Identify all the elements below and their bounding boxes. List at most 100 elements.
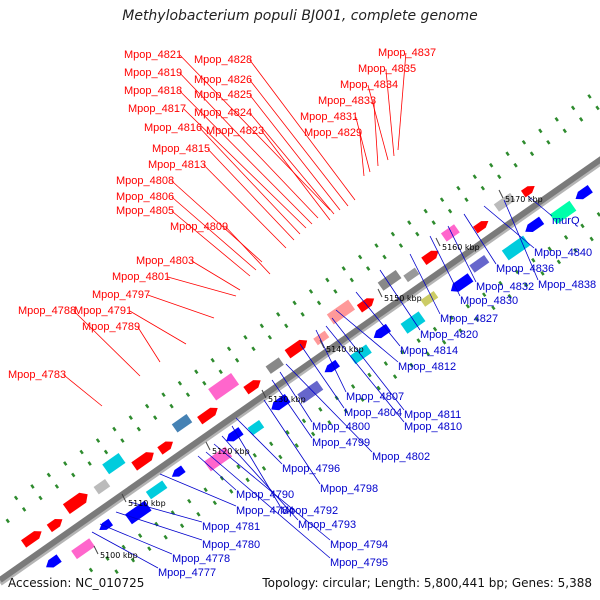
lower-gene-label: Mpop_4810 [404,421,462,433]
lower-gene-label: Mpop_4804 [344,407,402,419]
gene-feature [243,380,261,395]
grid-tick [514,269,520,275]
gene-feature [157,441,174,455]
upper-gene-label: Mpop_4803 [136,255,194,267]
lower-gene-label: Mpop_4790 [236,489,294,501]
gene-feature [171,413,193,433]
kbp-label: 5110 kbp [128,499,166,508]
gene-block [102,453,126,475]
lower-gene-label: Mpop_4832 [476,281,534,293]
gene-feature [575,184,593,200]
grid-tick [88,567,94,573]
upper-leader-line [249,94,341,211]
gene-block [265,357,284,374]
grid-tick [114,569,119,575]
grid-tick [407,220,412,225]
upper-gene-label: Mpop_4791 [74,305,132,317]
upper-gene-label: Mpop_4815 [152,143,210,155]
gene-feature [208,373,240,401]
kbp-tick [498,189,504,199]
upper-gene-label: Mpop_4801 [112,271,170,283]
gene-arrow [226,427,244,442]
gene-feature [373,323,392,339]
lower-gene-label: Mpop_4802 [372,451,430,463]
gene-arrow [46,554,62,568]
grid-tick [472,174,477,180]
kbp-tick [435,237,441,247]
grid-tick [547,246,552,252]
gene-feature [420,290,439,307]
grid-tick [310,431,316,437]
grid-tick [521,139,527,145]
gene-arrow [131,452,154,471]
lower-gene-label: Mpop_4800 [312,421,370,433]
grid-tick [523,282,529,288]
grid-tick [236,464,241,470]
lower-gene-label: Mpop_4811 [404,409,461,421]
upper-leader-line [249,59,356,201]
upper-gene-label: Mpop_4821 [124,49,182,61]
upper-gene-label: Mpop_4834 [340,79,398,91]
lower-leader-line [129,501,203,523]
lower-leader-line [503,199,539,281]
grid-tick [573,248,578,253]
upper-gene-label: Mpop_4805 [116,205,174,217]
kbp-marker-layer: 5100 kbp 5110 kbp 5120 kbp 5130 kbp 5140 kbp… [93,189,543,560]
gene-arrow [284,339,308,359]
grid-tick [546,139,551,145]
grid-tick [458,328,463,334]
accession-text: Accession: NC_010725 [8,576,145,590]
kbp-tick [319,339,325,349]
grid-tick [105,556,110,561]
grid-tick [259,323,265,329]
lower-leader-line [285,363,373,453]
grid-tick [187,498,192,504]
gene-feature [171,465,186,477]
gene-feature [21,531,42,548]
grid-tick [292,300,297,306]
gene-block [377,269,402,291]
lower-leader-line [91,531,159,569]
lower-gene-label: Mpop_4781 [202,521,260,533]
genome-summary-text: Topology: circular; Length: 5,800,441 bp… [262,576,592,590]
lower-leader-line [463,213,497,265]
genome-backbone [0,156,600,586]
gene-feature [520,186,535,198]
gene-block [145,480,168,500]
lower-gene-label: Mpop_4836 [496,263,554,275]
kbp-tick [93,545,99,555]
upper-gene-label: Mpop_4808 [116,175,174,187]
lower-leader-line [271,379,313,439]
gene-arrow [197,407,218,425]
grid-tick [415,231,420,237]
lower-leader-line [335,309,399,363]
lower-leader-line [325,325,405,423]
upper-leader-line [397,52,407,151]
grid-tick [556,259,562,265]
gene-arrow [171,465,186,477]
lower-gene-label: Mpop_4812 [398,361,456,373]
gene-feature [472,220,489,234]
grid-tick [474,316,480,322]
gene-block [71,538,95,560]
grid-tick [325,277,330,283]
grid-tick [540,271,545,276]
kbp-label: 5120 kbp [212,447,250,456]
gene-feature [131,452,154,471]
gene-arrow [421,250,439,265]
lower-leader-line [527,195,553,217]
lower-gene-label: Mpop_4820 [420,329,478,341]
grid-tick [447,208,453,214]
grid-tick [46,472,52,478]
upper-leader-line [373,100,379,167]
lower-gene-label: Mpop_4795 [330,557,388,569]
kbp-tick [261,389,267,399]
kbp-tick [205,441,211,451]
lower-gene-label: Mpop_4827 [440,313,498,325]
grid-tick [578,117,584,122]
gene-feature [271,393,291,411]
lower-leader-line [331,317,405,411]
grid-tick [120,438,125,443]
gene-arrow [243,380,261,395]
upper-gene-label: Mpop_4831 [300,111,358,123]
